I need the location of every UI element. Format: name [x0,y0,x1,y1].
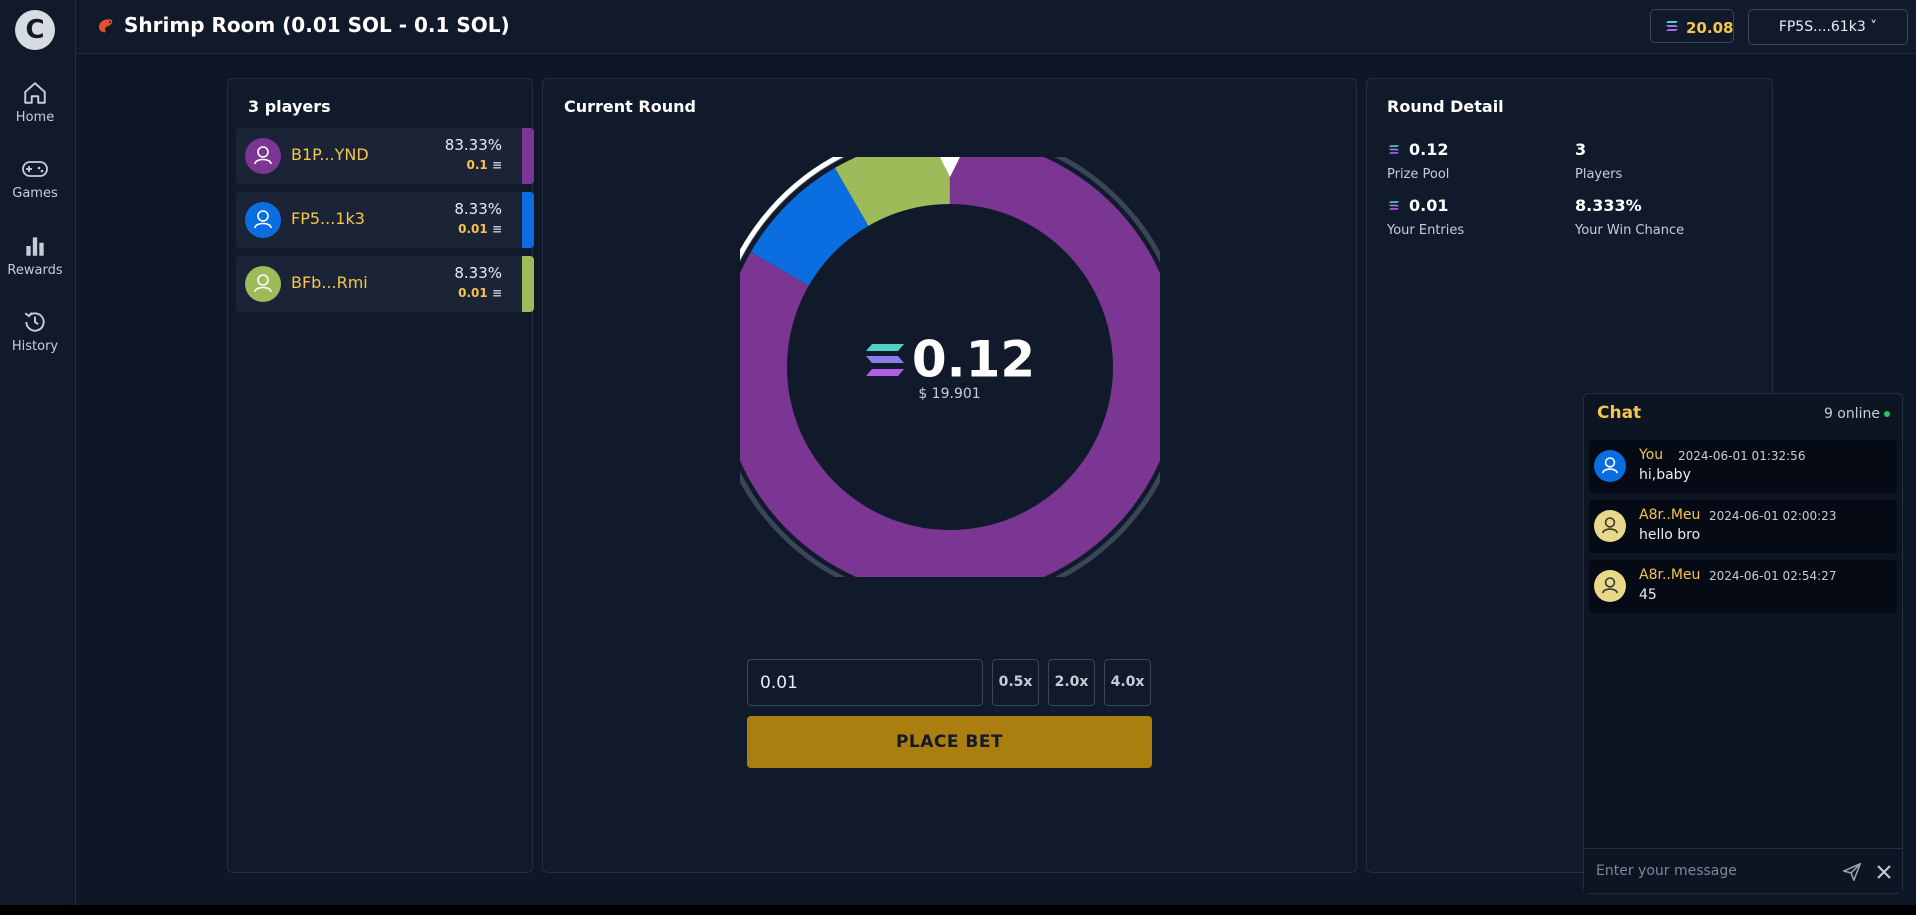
multiplier-0-5x-button[interactable]: 0.5x [992,659,1039,706]
win-chance-value: 8.333% [1575,196,1642,215]
chat-text: 45 [1639,587,1657,603]
avatar [245,138,281,174]
chat-username: A8r..Meu [1639,507,1701,523]
player-color-bar [522,256,534,312]
balance-display[interactable]: 20.08 [1650,9,1734,43]
sidebar-item-label: Games [12,186,58,201]
avatar [1594,570,1626,602]
bar-chart-icon [26,237,44,256]
room-title: Shrimp Room (0.01 SOL - 0.1 SOL) [124,13,510,37]
sol-icon [1388,145,1400,154]
player-pct: 8.33% [454,200,502,218]
user-icon [1602,457,1618,474]
sidebar-item-label: Rewards [7,263,63,278]
avatar [245,202,281,238]
players-panel: 3 players B1P...YND 83.33% 0.1 ≡ FP5...1… [227,78,534,873]
player-name: FP5...1k3 [291,209,365,228]
player-name: B1P...YND [291,145,369,164]
chat-message-input[interactable] [1596,859,1826,883]
chat-timestamp: 2024-06-01 01:32:56 [1678,449,1806,463]
wallet-dropdown[interactable]: FP5S....61k3 ˅ [1748,9,1908,45]
prize-pool-label: Prize Pool [1387,167,1450,182]
player-row: FP5...1k3 8.33% 0.01 ≡ [236,192,534,248]
round-detail-title: Round Detail [1387,97,1504,116]
sidebar-item-games[interactable]: Games [0,156,70,201]
user-icon [1602,517,1618,534]
chat-username: A8r..Meu [1639,567,1701,583]
sidebar-item-history[interactable]: History [0,309,70,354]
player-row: BFb...Rmi 8.33% 0.01 ≡ [236,256,534,312]
top-bar: Shrimp Room (0.01 SOL - 0.1 SOL) 20.08 F… [76,0,1916,54]
online-dot-icon [1884,411,1890,417]
place-bet-button[interactable]: PLACE BET [747,716,1152,768]
multiplier-4x-button[interactable]: 4.0x [1104,659,1151,706]
player-pct: 83.33% [444,136,502,154]
sidebar: C Home Games Rewards History [0,0,76,905]
chat-text: hello bro [1639,527,1701,543]
bottom-edge [0,905,1916,915]
balance-value: 20.08 [1686,19,1734,37]
home-icon [24,82,46,104]
avatar [245,266,281,302]
player-color-bar [522,192,534,248]
shrimp-icon [99,19,113,33]
multiplier-2x-button[interactable]: 2.0x [1048,659,1095,706]
user-icon [254,274,272,293]
pointer-marker [940,157,960,177]
sol-icon [1666,21,1678,31]
your-entries-value: 0.01 [1409,196,1449,215]
history-icon [24,312,45,332]
user-icon [1602,577,1618,594]
bet-amount-input[interactable] [747,659,983,706]
player-row: B1P...YND 83.33% 0.1 ≡ [236,128,534,184]
app-logo[interactable]: C [15,10,55,50]
chat-input-bar [1584,848,1902,893]
your-entries-label: Your Entries [1387,223,1465,238]
online-count: 9 online [1824,406,1890,422]
player-pct: 8.33% [454,264,502,282]
prize-pool-value: 0.12 [1409,140,1449,159]
player-amount: 0.1 ≡ [466,158,502,172]
wheel-segment-1 [750,167,869,286]
gamepad-icon [22,161,48,177]
chat-message: A8r..Meu 2024-06-01 02:54:27 45 [1589,560,1897,613]
win-chance-label: Your Win Chance [1575,223,1685,238]
player-amount: 0.01 ≡ [458,286,502,300]
sidebar-item-home[interactable]: Home [0,80,70,125]
player-color-bar [522,128,534,184]
send-icon[interactable] [1841,861,1863,883]
chat-message: You 2024-06-01 01:32:56 hi,baby [1589,440,1897,493]
sol-icon [1388,201,1400,210]
round-progress-arc [740,157,844,261]
user-icon [254,210,272,229]
player-amount: 0.01 ≡ [458,222,502,236]
sidebar-item-rewards[interactable]: Rewards [0,233,70,278]
current-round-title: Current Round [564,97,696,116]
chat-panel: Chat 9 online You 2024-06-01 01:32:56 hi… [1583,393,1903,894]
chat-timestamp: 2024-06-01 02:00:23 [1709,509,1837,523]
user-icon [254,146,272,165]
wheel-segment-2 [834,157,950,226]
chat-message: A8r..Meu 2024-06-01 02:00:23 hello bro [1589,500,1897,553]
chat-text: hi,baby [1639,467,1691,483]
chat-timestamp: 2024-06-01 02:54:27 [1709,569,1837,583]
round-wheel [740,157,1160,577]
player-name: BFb...Rmi [291,273,368,292]
avatar [1594,450,1626,482]
players-label: Players [1575,167,1623,182]
chat-username: You [1639,447,1664,463]
close-icon[interactable] [1876,864,1892,880]
avatar [1594,510,1626,542]
players-count-title: 3 players [248,97,331,116]
sidebar-item-label: Home [15,110,55,125]
sidebar-item-label: History [11,339,59,354]
chat-title: Chat [1597,403,1642,423]
players-value: 3 [1575,140,1587,159]
